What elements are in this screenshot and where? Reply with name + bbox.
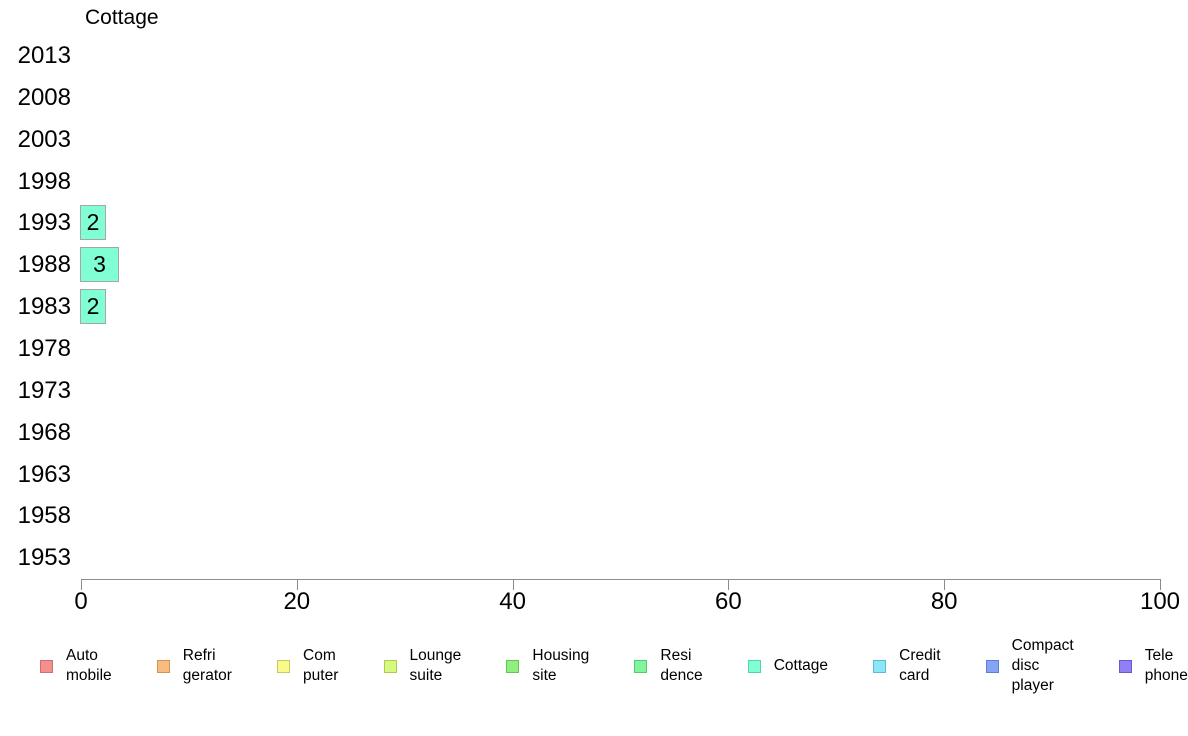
legend-item: Com puter (277, 646, 338, 686)
legend-item: Housing site (506, 646, 589, 686)
legend-label: Auto mobile (66, 647, 112, 684)
legend-label: Resi dence (660, 647, 703, 684)
chart-row: 1953 (0, 537, 1188, 579)
legend-item: Compact disc player (985, 636, 1074, 696)
legend-item: Cottage (747, 656, 829, 676)
x-tick-mark (728, 579, 730, 590)
y-tick-label: 1988 (17, 251, 71, 279)
legend-swatch (747, 659, 761, 673)
bar: 3 (80, 247, 119, 283)
x-tick-label: 60 (715, 588, 742, 615)
chart-row: 1983 2 (0, 286, 1188, 328)
legend-label: Com puter (303, 647, 339, 684)
x-tick-mark (81, 579, 82, 590)
chart-row: 1998 (0, 161, 1188, 203)
y-tick-label: 1968 (17, 418, 71, 446)
legend-swatch (277, 659, 291, 673)
y-tick-label: 1978 (17, 334, 71, 362)
legend-label: Refri gerator (182, 647, 232, 684)
x-tick-label: 100 (1139, 588, 1181, 615)
x-tick-label: 0 (74, 588, 88, 615)
x-tick-mark (944, 579, 946, 590)
chart-row: 1968 (0, 412, 1188, 454)
legend-item: Tele phone (1118, 646, 1188, 686)
legend-label: Housing site (532, 647, 590, 684)
chart-row: 2013 (0, 35, 1188, 77)
legend-label: Credit card (899, 647, 941, 684)
y-tick-label: 1998 (17, 167, 71, 195)
plot-area: 2013 2008 2003 1998 1993 2 1988 3 1983 2 1978 1973 1… (0, 35, 1188, 580)
legend: Auto mobile Refri gerator Com puter Lounge … (40, 628, 1188, 704)
bar: 2 (80, 205, 106, 241)
x-tick-label: 20 (283, 588, 311, 615)
x-tick-mark (512, 579, 514, 590)
legend-swatch (156, 659, 170, 673)
legend-swatch (506, 659, 520, 673)
y-tick-label: 1973 (17, 376, 71, 404)
y-tick-label: 2008 (17, 83, 71, 111)
legend-swatch (40, 659, 53, 673)
chart-row: 2008 (0, 77, 1188, 119)
y-tick-label: 1953 (17, 544, 71, 572)
chart-row: 1958 (0, 495, 1188, 537)
legend-label: Lounge suite (409, 647, 462, 684)
legend-swatch (985, 659, 999, 673)
y-tick-label: 1993 (17, 209, 71, 237)
chart-row: 1988 3 (0, 244, 1188, 286)
x-tick-label: 80 (930, 588, 958, 615)
chart-row: 1963 (0, 454, 1188, 496)
legend-swatch (634, 659, 648, 673)
legend-swatch (1118, 659, 1132, 673)
chart-row: 2003 (0, 119, 1188, 161)
legend-item: Refri gerator (156, 646, 232, 686)
y-tick-label: 2003 (17, 125, 71, 153)
legend-item: Resi dence (634, 646, 703, 686)
legend-swatch (873, 659, 887, 673)
x-tick-label: 40 (499, 588, 526, 615)
legend-item: Lounge suite (383, 646, 462, 686)
legend-label: Compact disc player (1011, 637, 1074, 694)
x-tick-mark (1160, 579, 1161, 590)
legend-label: Cottage (773, 657, 829, 674)
bar: 2 (80, 289, 106, 325)
x-axis-line (81, 579, 1161, 580)
chart-row: 1978 (0, 328, 1188, 370)
chart-row: 1973 (0, 370, 1188, 412)
legend-item: Auto mobile (40, 646, 112, 686)
y-tick-label: 1963 (17, 460, 71, 488)
legend-item: Credit card (873, 646, 941, 686)
legend-swatch (383, 659, 397, 673)
y-tick-label: 1983 (17, 293, 71, 321)
chart-title: Cottage (85, 6, 159, 29)
legend-label: Tele phone (1144, 647, 1188, 684)
y-tick-label: 2013 (17, 42, 71, 69)
chart-row: 1993 2 (0, 202, 1188, 244)
y-tick-label: 1958 (17, 502, 71, 530)
x-tick-mark (296, 579, 298, 590)
